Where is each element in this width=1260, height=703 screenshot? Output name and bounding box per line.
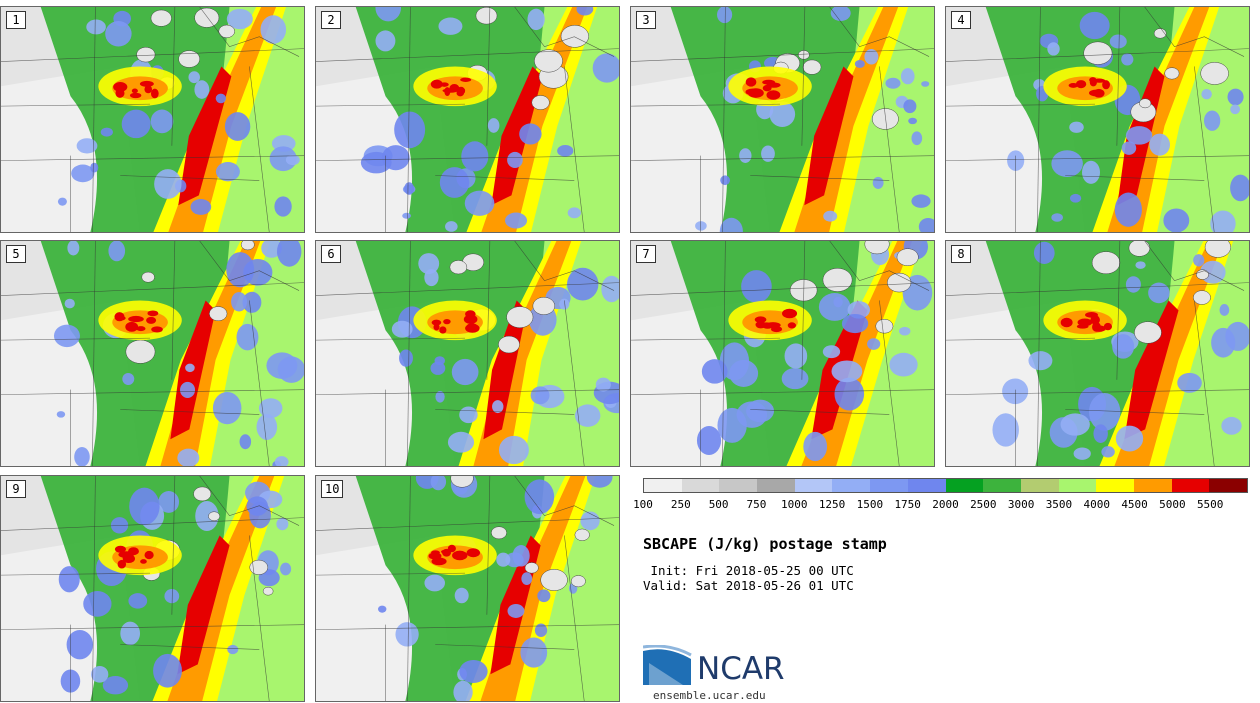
colorbar-swatch	[870, 479, 908, 492]
member-label-7: 7	[636, 245, 656, 263]
ncar-logo-icon	[643, 645, 692, 685]
valid-time: Valid: Sat 2018-05-26 01 UTC	[643, 578, 854, 593]
member-label-8: 8	[951, 245, 971, 263]
member-panel-3: 3	[630, 6, 935, 233]
colorbar-swatch	[1058, 479, 1097, 492]
member-label-5: 5	[6, 245, 26, 263]
colorbar-tick-label: 1000	[781, 498, 808, 511]
cape-map-1	[1, 7, 304, 232]
colorbar-tick-label: 1750	[894, 498, 921, 511]
member-label-3: 3	[636, 11, 656, 29]
member-label-10: 10	[321, 480, 344, 498]
member-panel-4: 4	[945, 6, 1250, 233]
member-panel-2: 2	[315, 6, 620, 233]
cape-map-5	[1, 241, 304, 466]
colorbar-tick-label: 2000	[932, 498, 959, 511]
member-panel-9: 9	[0, 475, 305, 702]
site-url: ensemble.ucar.edu	[653, 689, 766, 702]
colorbar-swatch	[1209, 479, 1247, 492]
member-panel-10: 10	[315, 475, 620, 702]
colorbar-tick-label: 4000	[1083, 498, 1111, 511]
colorbar-swatch	[1096, 479, 1134, 492]
cape-map-8	[946, 241, 1249, 466]
cape-map-2	[316, 7, 619, 232]
member-label-9: 9	[6, 480, 26, 498]
member-label-6: 6	[321, 245, 341, 263]
cape-map-6	[316, 241, 619, 466]
colorbar-tick-label: 250	[670, 498, 691, 511]
cape-map-7	[631, 241, 934, 466]
member-panel-8: 8	[945, 240, 1250, 467]
init-time: Init: Fri 2018-05-25 00 UTC	[643, 563, 854, 578]
member-panel-6: 6	[315, 240, 620, 467]
cape-colorbar	[643, 478, 1248, 493]
colorbar-swatch	[719, 479, 758, 492]
member-panel-7: 7	[630, 240, 935, 467]
colorbar-swatch	[1171, 479, 1210, 492]
cape-map-3	[631, 7, 934, 232]
colorbar-tick-label: 1250	[818, 498, 846, 511]
colorbar-tick-label: 1500	[856, 498, 884, 511]
colorbar-swatch	[832, 479, 871, 492]
member-panel-5: 5	[0, 240, 305, 467]
cape-map-10	[316, 476, 619, 701]
colorbar-tick-label: 500	[708, 498, 729, 511]
colorbar-swatch	[1133, 479, 1172, 492]
colorbar-tick-labels: 100 250 500 750 1000 1250 1500 1750 2000 2500 3000…	[633, 498, 1248, 512]
colorbar-tick-label: 750	[746, 498, 767, 511]
ncar-logo-text: NCAR	[697, 651, 785, 687]
member-label-1: 1	[6, 11, 26, 29]
colorbar-swatch	[794, 479, 833, 492]
cape-map-4	[946, 7, 1249, 232]
member-label-2: 2	[321, 11, 341, 29]
cape-map-9	[1, 476, 304, 701]
colorbar-tick-label: 2500	[970, 498, 997, 511]
colorbar-swatch	[907, 479, 946, 492]
colorbar-swatch	[1020, 479, 1059, 492]
colorbar-swatch	[644, 479, 682, 492]
colorbar-tick-label: 5500	[1196, 498, 1224, 511]
colorbar-tick-label: 3500	[1045, 498, 1073, 511]
colorbar-swatch	[681, 479, 720, 492]
product-title: SBCAPE (J/kg) postage stamp	[643, 535, 887, 553]
member-label-4: 4	[951, 11, 971, 29]
colorbar-tick-label: 5000	[1159, 498, 1186, 511]
colorbar-tick-label: 4500	[1121, 498, 1148, 511]
colorbar-swatch	[757, 479, 795, 492]
colorbar-swatch	[945, 479, 984, 492]
colorbar-tick-label: 3000	[1007, 498, 1035, 511]
member-panel-1: 1	[0, 6, 305, 233]
colorbar-swatch	[983, 479, 1021, 492]
colorbar-tick-label: 100	[633, 498, 653, 511]
